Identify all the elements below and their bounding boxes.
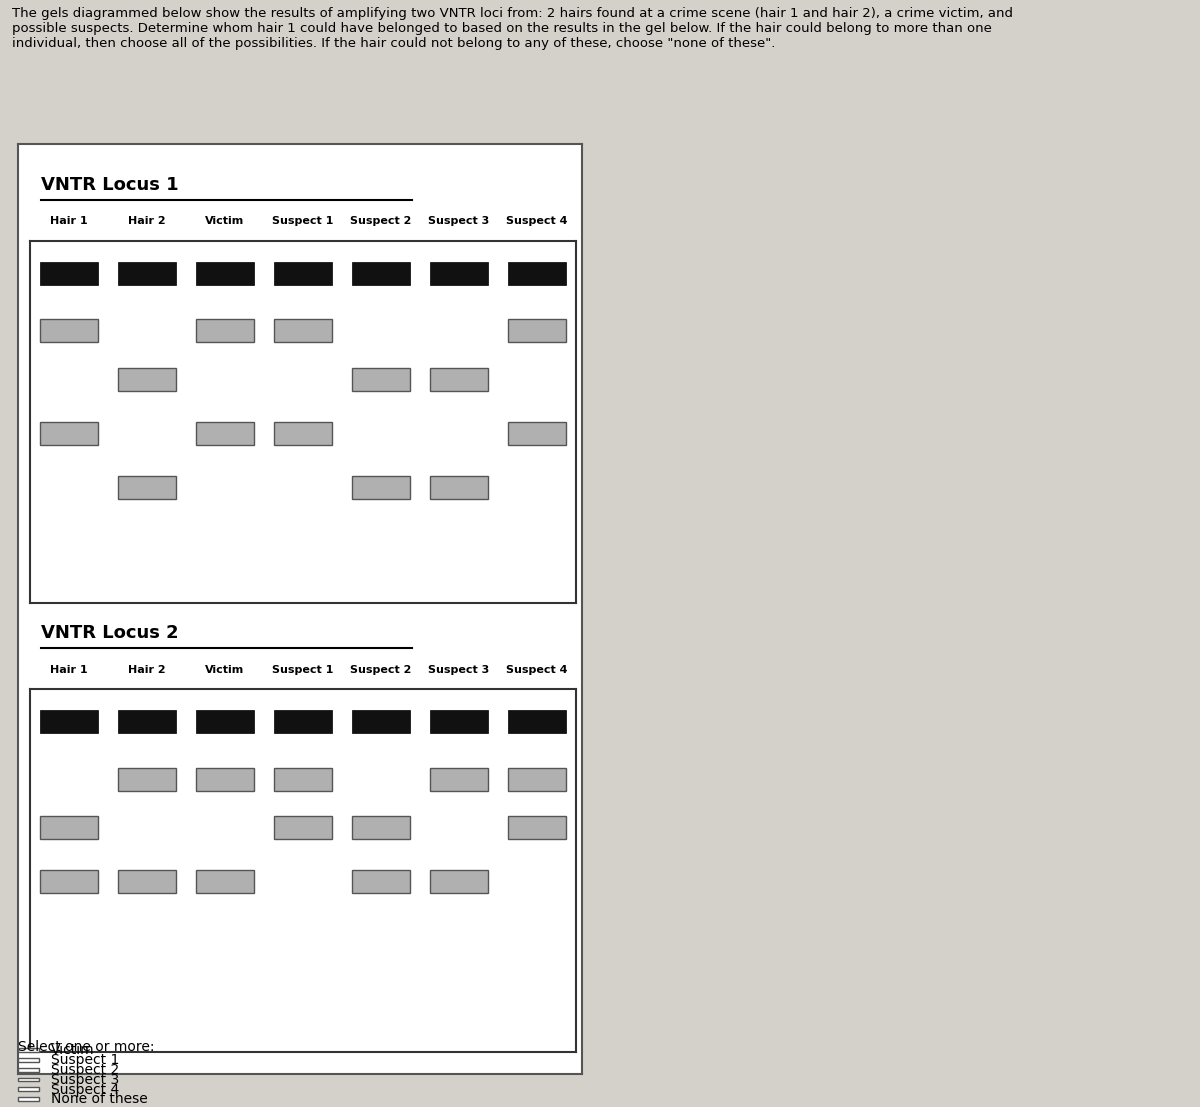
FancyBboxPatch shape <box>18 1058 38 1062</box>
FancyBboxPatch shape <box>352 262 410 284</box>
FancyBboxPatch shape <box>18 1087 38 1092</box>
FancyBboxPatch shape <box>274 319 332 342</box>
FancyBboxPatch shape <box>118 767 176 790</box>
Text: The gels diagrammed below show the results of amplifying two VNTR loci from: 2 h: The gels diagrammed below show the resul… <box>12 7 1013 50</box>
FancyBboxPatch shape <box>508 422 566 445</box>
Text: VNTR Locus 2: VNTR Locus 2 <box>41 624 179 642</box>
FancyBboxPatch shape <box>18 1097 38 1100</box>
FancyBboxPatch shape <box>196 422 254 445</box>
FancyBboxPatch shape <box>352 476 410 499</box>
Text: Suspect 1: Suspect 1 <box>272 664 334 674</box>
FancyBboxPatch shape <box>352 368 410 391</box>
FancyBboxPatch shape <box>196 319 254 342</box>
Text: Suspect 4: Suspect 4 <box>506 216 568 226</box>
FancyBboxPatch shape <box>508 319 566 342</box>
Text: Suspect 3: Suspect 3 <box>428 216 490 226</box>
FancyBboxPatch shape <box>274 262 332 284</box>
FancyBboxPatch shape <box>196 262 254 284</box>
Text: Select one or more:: Select one or more: <box>18 1041 155 1054</box>
FancyBboxPatch shape <box>118 262 176 284</box>
FancyBboxPatch shape <box>274 816 332 839</box>
Text: Suspect 4: Suspect 4 <box>506 664 568 674</box>
FancyBboxPatch shape <box>508 711 566 733</box>
FancyBboxPatch shape <box>352 816 410 839</box>
FancyBboxPatch shape <box>430 368 488 391</box>
FancyBboxPatch shape <box>430 476 488 499</box>
FancyBboxPatch shape <box>430 711 488 733</box>
FancyBboxPatch shape <box>118 368 176 391</box>
Text: Suspect 1: Suspect 1 <box>272 216 334 226</box>
Text: Hair 1: Hair 1 <box>50 216 88 226</box>
FancyBboxPatch shape <box>274 767 332 790</box>
FancyBboxPatch shape <box>40 262 98 284</box>
FancyBboxPatch shape <box>352 870 410 893</box>
FancyBboxPatch shape <box>196 711 254 733</box>
Text: Victim: Victim <box>50 1044 95 1057</box>
FancyBboxPatch shape <box>508 816 566 839</box>
FancyBboxPatch shape <box>196 767 254 790</box>
Text: Suspect 2: Suspect 2 <box>350 216 412 226</box>
FancyBboxPatch shape <box>18 1078 38 1082</box>
FancyBboxPatch shape <box>430 767 488 790</box>
Text: Suspect 3: Suspect 3 <box>428 664 490 674</box>
FancyBboxPatch shape <box>274 711 332 733</box>
FancyBboxPatch shape <box>508 262 566 284</box>
FancyBboxPatch shape <box>430 870 488 893</box>
Text: Suspect 1: Suspect 1 <box>50 1053 119 1067</box>
FancyBboxPatch shape <box>18 1048 38 1052</box>
Text: Victim: Victim <box>205 664 245 674</box>
FancyBboxPatch shape <box>430 262 488 284</box>
Text: Suspect 2: Suspect 2 <box>50 1063 119 1077</box>
FancyBboxPatch shape <box>508 767 566 790</box>
FancyBboxPatch shape <box>40 870 98 893</box>
Text: VNTR Locus 1: VNTR Locus 1 <box>41 176 179 194</box>
FancyBboxPatch shape <box>40 816 98 839</box>
FancyBboxPatch shape <box>352 711 410 733</box>
Text: Suspect 3: Suspect 3 <box>50 1073 119 1087</box>
FancyBboxPatch shape <box>274 422 332 445</box>
FancyBboxPatch shape <box>118 870 176 893</box>
FancyBboxPatch shape <box>40 319 98 342</box>
Text: None of these: None of these <box>50 1093 148 1106</box>
Text: Hair 2: Hair 2 <box>128 664 166 674</box>
FancyBboxPatch shape <box>118 476 176 499</box>
FancyBboxPatch shape <box>40 422 98 445</box>
FancyBboxPatch shape <box>40 711 98 733</box>
Text: Suspect 2: Suspect 2 <box>350 664 412 674</box>
Text: Victim: Victim <box>205 216 245 226</box>
FancyBboxPatch shape <box>18 1068 38 1072</box>
FancyBboxPatch shape <box>118 711 176 733</box>
Text: Hair 1: Hair 1 <box>50 664 88 674</box>
Text: Suspect 4: Suspect 4 <box>50 1083 119 1097</box>
FancyBboxPatch shape <box>196 870 254 893</box>
Text: Hair 2: Hair 2 <box>128 216 166 226</box>
